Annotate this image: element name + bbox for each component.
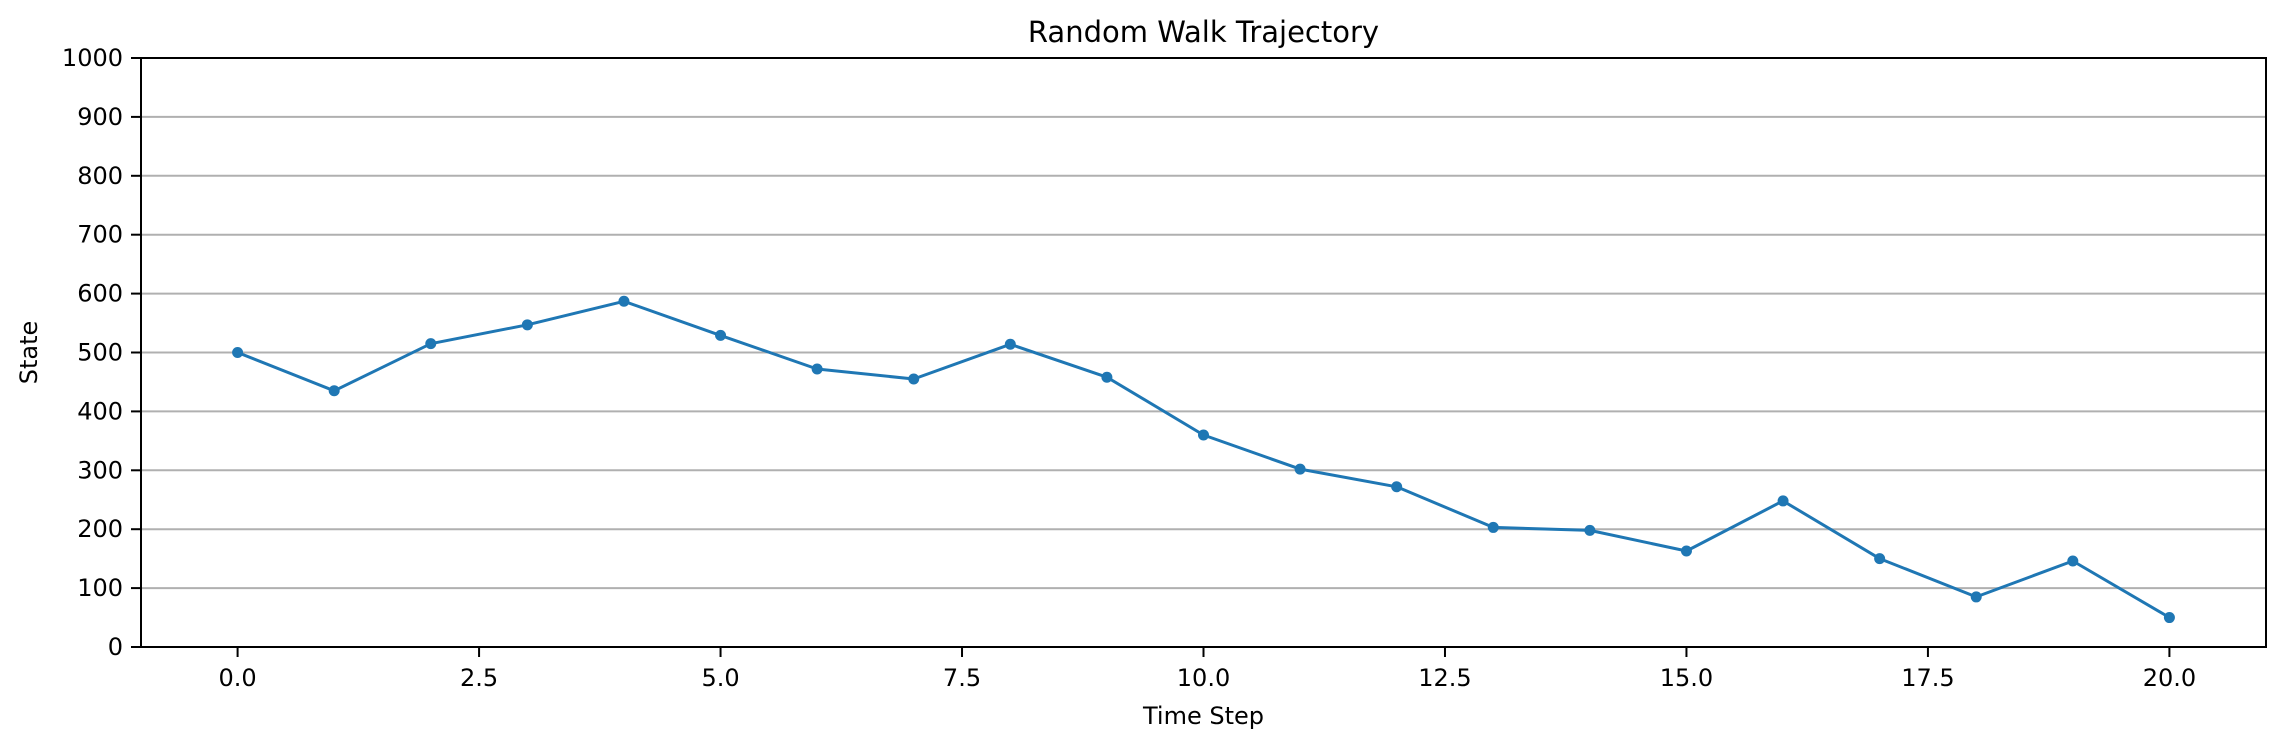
data-point [1198, 429, 1209, 441]
y-tick-label: 700 [77, 221, 123, 249]
series-layer [232, 295, 2175, 624]
data-point [425, 338, 437, 350]
data-point [328, 385, 340, 397]
data-point [1391, 481, 1403, 493]
data-point [1004, 338, 1016, 350]
x-tick-label: 5.0 [701, 664, 739, 692]
y-axis-title: State [15, 321, 43, 385]
y-tick-label: 1000 [62, 44, 123, 72]
data-point [618, 295, 630, 307]
data-point [1584, 524, 1596, 536]
y-tick-label: 400 [77, 397, 123, 425]
data-point [2163, 612, 2175, 624]
data-point [521, 319, 533, 331]
y-tick-label: 800 [77, 162, 123, 190]
y-tick-label: 600 [77, 280, 123, 308]
x-tick-label: 0.0 [219, 664, 257, 692]
data-point [2067, 555, 2079, 567]
data-point [1874, 553, 1886, 565]
x-tick-label: 15.0 [1660, 664, 1713, 692]
data-point [811, 363, 823, 375]
data-point [1487, 521, 1499, 533]
x-tick-label: 12.5 [1418, 664, 1471, 692]
x-tick-label: 2.5 [460, 664, 498, 692]
data-point [715, 329, 727, 341]
x-tick-label: 10.0 [1177, 664, 1230, 692]
x-axis-title: Time Step [1142, 702, 1264, 730]
chart-title: Random Walk Trajectory [1028, 15, 1379, 49]
axis-ticks: 0 100 200 300 400 500 600 700 800 900 1000 0.0 2.5 5.… [62, 44, 2196, 692]
x-tick-label: 20.0 [2143, 664, 2196, 692]
y-tick-label: 500 [77, 339, 123, 367]
data-point [908, 373, 920, 385]
y-tick-label: 0 [108, 633, 123, 661]
y-tick-label: 900 [77, 103, 123, 131]
data-point [1680, 545, 1692, 557]
data-point [1294, 463, 1306, 475]
data-point [232, 347, 244, 358]
x-tick-label: 17.5 [1901, 664, 1954, 692]
data-point [1777, 495, 1789, 507]
y-tick-label: 100 [77, 574, 123, 602]
y-tick-label: 300 [77, 456, 123, 484]
data-point [1970, 591, 1982, 603]
data-point [1101, 371, 1113, 383]
x-tick-label: 7.5 [943, 664, 981, 692]
y-tick-label: 200 [77, 515, 123, 543]
